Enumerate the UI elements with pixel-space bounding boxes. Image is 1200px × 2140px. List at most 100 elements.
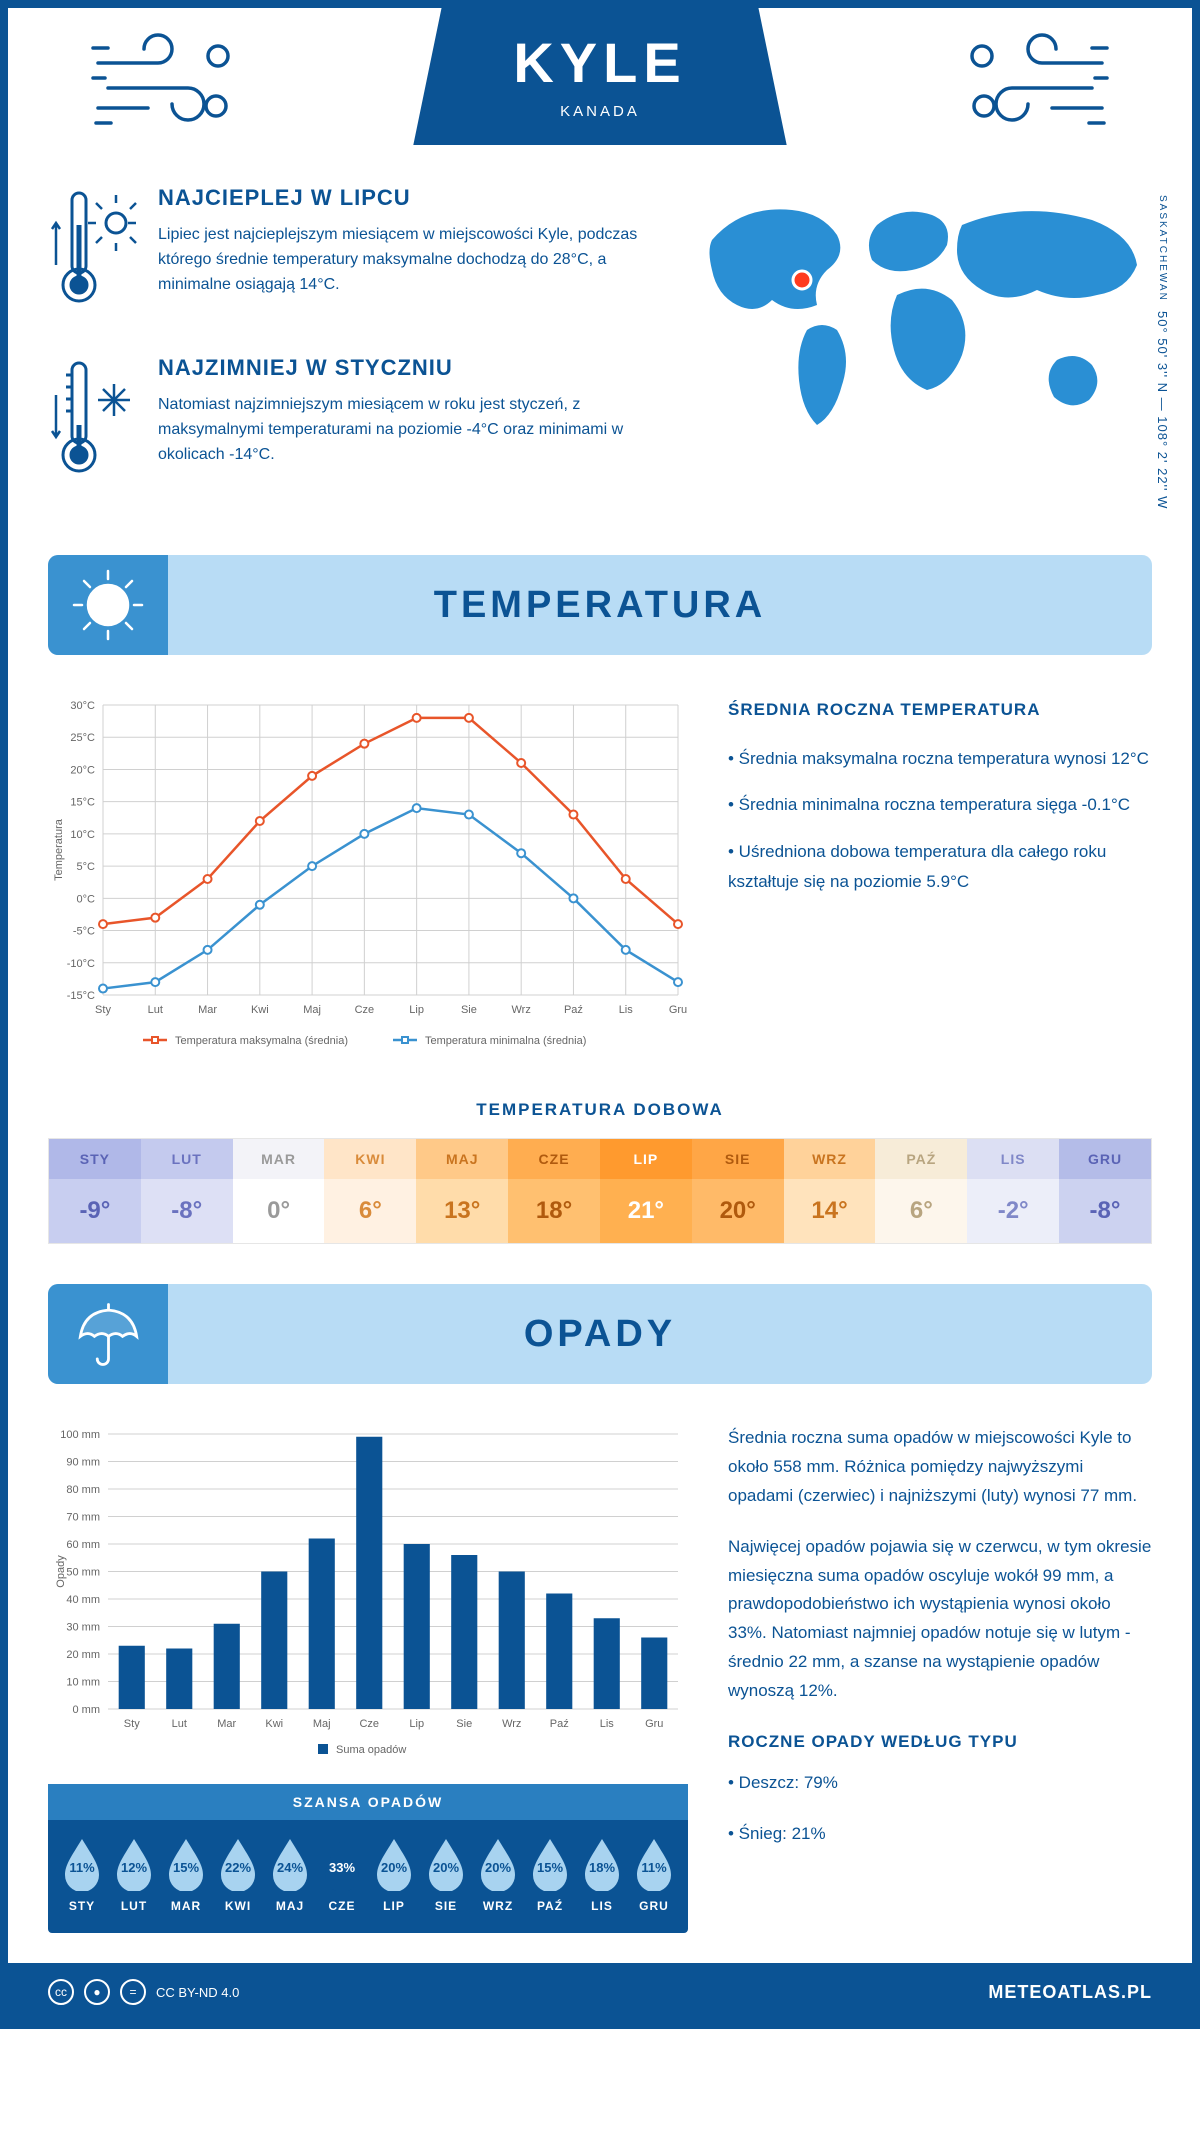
svg-text:5°C: 5°C [77, 861, 96, 873]
daily-temp-cell: PAŹ 6° [875, 1139, 967, 1243]
nd-icon: = [120, 1979, 146, 2005]
daily-temp-cell: CZE 18° [508, 1139, 600, 1243]
precip-text-2: Najwięcej opadów pojawia się w czerwcu, … [728, 1533, 1152, 1706]
temperature-section-header: TEMPERATURA [48, 555, 1152, 655]
svg-text:Sie: Sie [461, 1004, 477, 1016]
svg-text:Cze: Cze [355, 1004, 375, 1016]
svg-text:-10°C: -10°C [67, 958, 95, 970]
daily-temp-cell: STY -9° [49, 1139, 141, 1243]
raindrop-icon: 12% [111, 1835, 157, 1891]
svg-text:-15°C: -15°C [67, 990, 95, 1002]
svg-text:-5°C: -5°C [73, 926, 95, 938]
svg-text:30 mm: 30 mm [66, 1622, 100, 1634]
temperature-summary-item: • Średnia minimalna roczna temperatura s… [728, 790, 1152, 821]
svg-text:30°C: 30°C [70, 700, 95, 712]
precip-chance-box: SZANSA OPADÓW 11% STY 12% LUT 15% MAR 22… [48, 1784, 688, 1933]
precip-chance-cell: 20% WRZ [474, 1835, 522, 1913]
daily-temp-cell: LIS -2° [967, 1139, 1059, 1243]
precip-chance-cell: 15% PAŹ [526, 1835, 574, 1913]
svg-text:Kwi: Kwi [265, 1718, 283, 1730]
svg-text:40 mm: 40 mm [66, 1594, 100, 1606]
svg-text:Maj: Maj [303, 1004, 321, 1016]
raindrop-icon: 15% [527, 1835, 573, 1891]
daily-temp-cell: SIE 20° [692, 1139, 784, 1243]
svg-text:Maj: Maj [313, 1718, 331, 1730]
world-map: SASKATCHEWAN 50° 50' 3'' N — 108° 2' 22'… [672, 185, 1152, 525]
temperature-line-chart: -15°C-10°C-5°C0°C5°C10°C15°C20°C25°C30°C… [48, 695, 688, 1060]
daily-temp-cell: MAJ 13° [416, 1139, 508, 1243]
city-title: KYLE [513, 30, 686, 95]
svg-text:50 mm: 50 mm [66, 1567, 100, 1579]
svg-text:Paź: Paź [550, 1718, 569, 1730]
svg-text:10°C: 10°C [70, 829, 95, 841]
precip-section-header: OPADY [48, 1284, 1152, 1384]
raindrop-icon: 11% [59, 1835, 105, 1891]
precip-chance-cell: 18% LIS [578, 1835, 626, 1913]
svg-text:Lut: Lut [172, 1718, 187, 1730]
precip-chance-cell: 15% MAR [162, 1835, 210, 1913]
site-label: METEOATLAS.PL [988, 1982, 1152, 2003]
svg-text:Lis: Lis [619, 1004, 634, 1016]
svg-text:Opady: Opady [55, 1555, 67, 1588]
precip-chance-cell: 20% LIP [370, 1835, 418, 1913]
daily-temp-table: STY -9° LUT -8° MAR 0° KWI 6° MAJ 13° CZ… [48, 1138, 1152, 1244]
precip-chance-cell: 33% CZE [318, 1835, 366, 1913]
svg-text:Gru: Gru [669, 1004, 687, 1016]
svg-text:80 mm: 80 mm [66, 1484, 100, 1496]
thermometer-cold-icon [48, 355, 138, 490]
cold-fact-title: NAJZIMNIEJ W STYCZNIU [158, 355, 642, 381]
svg-text:Wrz: Wrz [512, 1004, 531, 1016]
svg-text:Lut: Lut [148, 1004, 163, 1016]
cold-fact-text: Natomiast najzimniejszym miesiącem w rok… [158, 393, 642, 467]
svg-text:Temperatura minimalna (średnia: Temperatura minimalna (średnia) [425, 1035, 586, 1047]
footer: cc ● = CC BY-ND 4.0 METEOATLAS.PL [8, 1963, 1192, 2021]
map-marker-icon [793, 271, 811, 289]
precip-chance-cell: 11% STY [58, 1835, 106, 1913]
raindrop-icon: 20% [423, 1835, 469, 1891]
temperature-summary: ŚREDNIA ROCZNA TEMPERATURA • Średnia mak… [728, 695, 1152, 914]
temperature-title: TEMPERATURA [434, 584, 767, 627]
wind-icon [962, 28, 1112, 143]
svg-text:15°C: 15°C [70, 797, 95, 809]
daily-temp-cell: WRZ 14° [784, 1139, 876, 1243]
thermometer-hot-icon [48, 185, 138, 320]
svg-text:Temperatura: Temperatura [53, 818, 65, 881]
coordinates-label: SASKATCHEWAN 50° 50' 3'' N — 108° 2' 22'… [1155, 195, 1170, 509]
svg-text:Lip: Lip [409, 1004, 424, 1016]
svg-text:20 mm: 20 mm [66, 1649, 100, 1661]
svg-text:25°C: 25°C [70, 732, 95, 744]
svg-text:Paź: Paź [564, 1004, 583, 1016]
daily-temp-cell: LUT -8° [141, 1139, 233, 1243]
svg-text:Suma opadów: Suma opadów [336, 1744, 406, 1756]
svg-text:Mar: Mar [217, 1718, 236, 1730]
raindrop-icon: 18% [579, 1835, 625, 1891]
raindrop-icon: 22% [215, 1835, 261, 1891]
svg-text:10 mm: 10 mm [66, 1677, 100, 1689]
precip-bytype-item: • Deszcz: 79% [728, 1769, 1152, 1798]
svg-text:Gru: Gru [645, 1718, 663, 1730]
precip-bar-chart: 0 mm10 mm20 mm30 mm40 mm50 mm60 mm70 mm8… [48, 1424, 688, 1764]
svg-text:Lip: Lip [409, 1718, 424, 1730]
svg-text:0 mm: 0 mm [73, 1704, 101, 1716]
precip-chance-cell: 11% GRU [630, 1835, 678, 1913]
daily-temp-cell: LIP 21° [600, 1139, 692, 1243]
by-icon: ● [84, 1979, 110, 2005]
wind-icon [88, 28, 238, 143]
svg-text:Sty: Sty [124, 1718, 140, 1730]
temperature-summary-item: • Uśredniona dobowa temperatura dla całe… [728, 837, 1152, 898]
world-map-svg [672, 185, 1152, 445]
svg-text:Kwi: Kwi [251, 1004, 269, 1016]
raindrop-icon: 11% [631, 1835, 677, 1891]
header: KYLE KANADA [48, 8, 1152, 145]
precip-bytype-item: • Śnieg: 21% [728, 1820, 1152, 1849]
svg-text:60 mm: 60 mm [66, 1539, 100, 1551]
license-label: cc ● = CC BY-ND 4.0 [48, 1979, 239, 2005]
temperature-summary-item: • Średnia maksymalna roczna temperatura … [728, 744, 1152, 775]
daily-temp-cell: KWI 6° [324, 1139, 416, 1243]
precip-title: OPADY [524, 1313, 676, 1356]
umbrella-icon [48, 1284, 168, 1384]
svg-text:0°C: 0°C [77, 893, 96, 905]
svg-text:Sie: Sie [456, 1718, 472, 1730]
hot-fact-title: NAJCIEPLEJ W LIPCU [158, 185, 642, 211]
precip-chance-title: SZANSA OPADÓW [48, 1784, 688, 1820]
